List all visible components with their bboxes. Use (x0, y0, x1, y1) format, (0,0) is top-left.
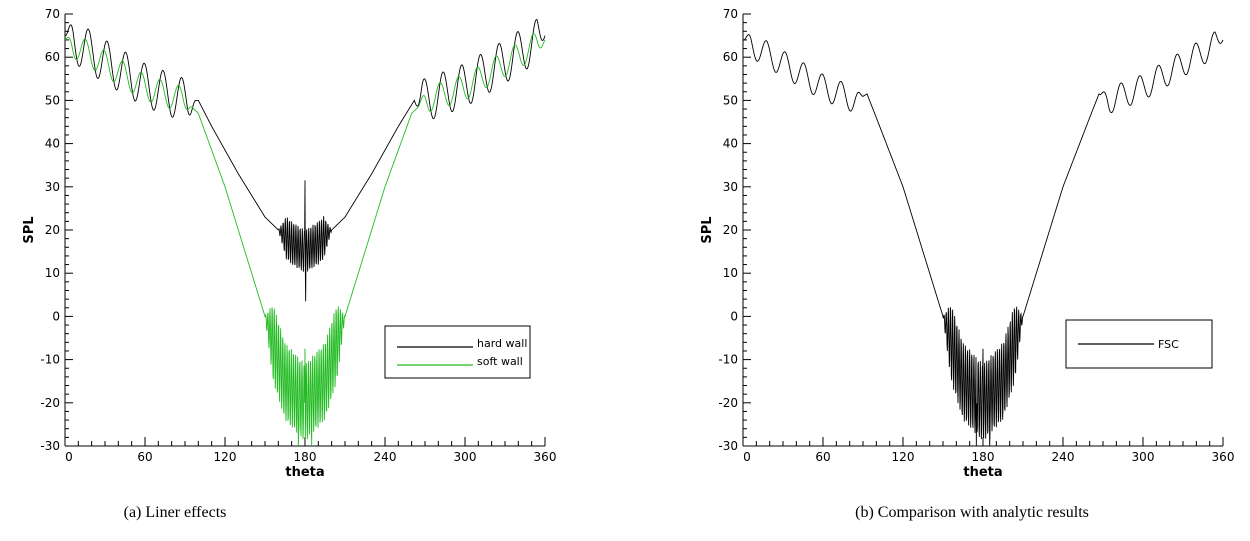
y-tick-label: 30 (723, 180, 738, 194)
y-tick-label: -30 (40, 439, 60, 453)
x-tick-label: 120 (214, 450, 237, 464)
legend-label: FSC (1158, 338, 1179, 351)
y-tick-label: 40 (723, 137, 738, 151)
legend-label: hard wall (477, 337, 527, 350)
legend-label: soft wall (477, 355, 523, 368)
panel-b: 0 60 120 180 240 300 360 -30 -20 -10 0 10 20 30 40 50 60… (700, 7, 1234, 521)
panel-caption: (a) Liner effects (124, 504, 227, 521)
x-tick-label: 0 (743, 450, 751, 464)
x-tick-label: 240 (374, 450, 397, 464)
legend-box (384, 325, 531, 379)
x-axis-title: theta (963, 465, 1002, 480)
x-tick-label: 180 (972, 450, 995, 464)
y-tick-label: -10 (40, 353, 60, 367)
y-tick-label: 0 (52, 309, 60, 323)
y-axis-title: SPL (22, 216, 37, 243)
y-tick-label: -20 (718, 396, 738, 410)
y-tick-label: -20 (40, 396, 60, 410)
y-axis-title: SPL (700, 216, 715, 243)
x-tick-label: 60 (137, 450, 152, 464)
y-tick-label: 60 (45, 50, 60, 64)
y-tick-label: 10 (45, 266, 60, 280)
x-tick-label: 0 (65, 450, 73, 464)
y-tick-label: 50 (45, 93, 60, 107)
series-line-soft-wall (64, 33, 546, 447)
series-line-hard-wall (64, 19, 546, 302)
x-tick-label: 300 (1132, 450, 1155, 464)
y-tick-label: 20 (723, 223, 738, 237)
y-tick-label: 10 (723, 266, 738, 280)
y-tick-label: 60 (723, 50, 738, 64)
x-tick-label: 60 (815, 450, 830, 464)
y-tick-label: 30 (45, 180, 60, 194)
y-tick-label: 40 (45, 137, 60, 151)
panel-a: 0 60 120 180 240 300 360 -30 -20 -10 0 10 20 30 40 50 60… (22, 7, 556, 521)
y-tick-label: 0 (730, 309, 738, 323)
panel-caption: (b) Comparison with analytic results (855, 504, 1089, 521)
y-tick-label: 70 (45, 7, 60, 21)
x-tick-label: 120 (892, 450, 915, 464)
x-tick-label: 300 (454, 450, 477, 464)
x-tick-label: 180 (294, 450, 317, 464)
y-tick-label: 20 (45, 223, 60, 237)
x-tick-label: 240 (1052, 450, 1075, 464)
y-tick-label: 50 (723, 93, 738, 107)
y-tick-label: 70 (723, 7, 738, 21)
y-tick-label: -10 (718, 353, 738, 367)
y-tick-label: -30 (718, 439, 738, 453)
x-axis-title: theta (285, 465, 324, 480)
x-tick-label: 360 (1212, 450, 1235, 464)
x-tick-label: 360 (534, 450, 557, 464)
series-line-fsc (742, 31, 1224, 447)
